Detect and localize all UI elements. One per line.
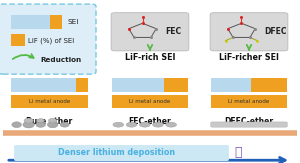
Ellipse shape xyxy=(36,122,46,127)
FancyBboxPatch shape xyxy=(11,95,88,108)
Text: FEC-ether: FEC-ether xyxy=(129,117,171,126)
Text: DFEC-ether: DFEC-ether xyxy=(224,117,274,126)
FancyBboxPatch shape xyxy=(250,78,287,92)
Text: FEC: FEC xyxy=(165,27,181,36)
FancyBboxPatch shape xyxy=(76,78,88,92)
FancyBboxPatch shape xyxy=(112,78,164,92)
Text: 👍: 👍 xyxy=(235,146,242,159)
Text: Li metal anode: Li metal anode xyxy=(29,99,70,104)
Ellipse shape xyxy=(24,118,33,123)
Ellipse shape xyxy=(49,118,57,123)
FancyBboxPatch shape xyxy=(111,13,189,51)
Ellipse shape xyxy=(126,122,137,127)
Text: Li metal anode: Li metal anode xyxy=(228,99,270,104)
Ellipse shape xyxy=(37,119,44,123)
FancyBboxPatch shape xyxy=(112,95,188,108)
Text: Reduction: Reduction xyxy=(40,57,82,63)
Ellipse shape xyxy=(152,122,163,127)
FancyBboxPatch shape xyxy=(11,34,25,46)
Text: SEI: SEI xyxy=(68,19,79,25)
FancyBboxPatch shape xyxy=(11,15,50,29)
Text: Pure ether: Pure ether xyxy=(26,117,73,126)
Ellipse shape xyxy=(47,122,58,128)
FancyBboxPatch shape xyxy=(211,78,250,92)
Ellipse shape xyxy=(166,122,176,127)
Text: LiF-richer SEI: LiF-richer SEI xyxy=(219,53,279,62)
FancyBboxPatch shape xyxy=(14,145,229,161)
FancyBboxPatch shape xyxy=(211,122,287,127)
Ellipse shape xyxy=(12,122,22,127)
Ellipse shape xyxy=(23,121,34,128)
Ellipse shape xyxy=(113,122,124,127)
FancyBboxPatch shape xyxy=(211,95,287,108)
Text: LiF-rich SEI: LiF-rich SEI xyxy=(125,53,175,62)
FancyBboxPatch shape xyxy=(210,13,288,51)
Text: DFEC: DFEC xyxy=(264,27,286,36)
Text: LiF (%) of SEI: LiF (%) of SEI xyxy=(28,37,74,44)
Text: Denser lithium deposition: Denser lithium deposition xyxy=(58,148,176,157)
Ellipse shape xyxy=(60,122,69,127)
Ellipse shape xyxy=(139,122,150,127)
FancyBboxPatch shape xyxy=(164,78,188,92)
Text: Li metal anode: Li metal anode xyxy=(129,99,171,104)
FancyBboxPatch shape xyxy=(11,78,76,92)
FancyBboxPatch shape xyxy=(0,4,96,74)
FancyBboxPatch shape xyxy=(50,15,62,29)
